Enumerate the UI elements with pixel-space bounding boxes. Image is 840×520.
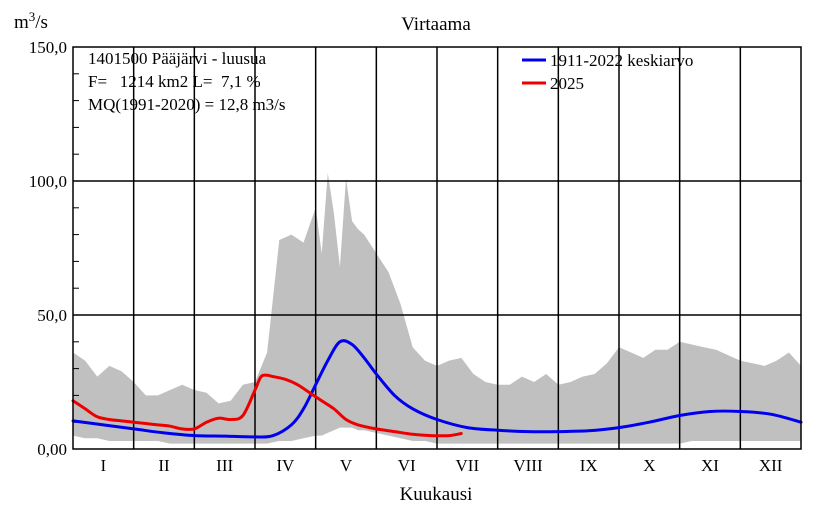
x-tick-label-10: X [643,456,655,475]
info-station: 1401500 Pääjärvi - luusua [88,49,266,68]
x-tick-label-5: V [340,456,353,475]
y-tick-label-2: 100,0 [29,172,67,191]
grid-layer [73,47,801,449]
x-tick-label-9: IX [580,456,598,475]
y-axis-label: m3/s [14,9,48,33]
legend-label-2025: 2025 [550,74,584,93]
legend: 1911-2022 keskiarvo 2025 [522,51,693,93]
x-tick-label-7: VII [456,456,480,475]
y-axis-label-base: m [14,12,29,33]
y-axis-label-sup: 3 [29,9,36,24]
series-line-mean [71,339,803,439]
x-tick-label-11: XI [701,456,719,475]
x-tick-label-2: II [158,456,170,475]
x-tick-label-6: VI [398,456,416,475]
info-mq: MQ(1991-2020) = 12,8 m3/s [88,95,286,114]
frame-layer [72,46,802,450]
y-tick-label-0: 0,00 [37,440,67,459]
y-tick-label-1: 50,0 [37,306,67,325]
y-tick-label-3: 150,0 [29,38,67,57]
chart-title: Virtaama [401,14,471,35]
y-axis-label-tail: /s [35,12,48,33]
x-axis-label: Kuukausi [400,484,473,505]
info-area: F= 1214 km2 L= 7,1 % [88,72,261,91]
series-layer [71,339,803,439]
x-tick-label-12: XII [759,456,783,475]
info-box: 1401500 Pääjärvi - luusua F= 1214 km2 L=… [88,49,286,114]
x-tick-label-8: VIII [513,456,543,475]
series-line-2025 [71,373,463,438]
x-tick-label-4: IV [276,456,295,475]
legend-label-mean: 1911-2022 keskiarvo [550,51,693,70]
x-tick-label-3: III [216,456,233,475]
plot-frame [72,46,802,450]
x-tick-label-1: I [100,456,106,475]
